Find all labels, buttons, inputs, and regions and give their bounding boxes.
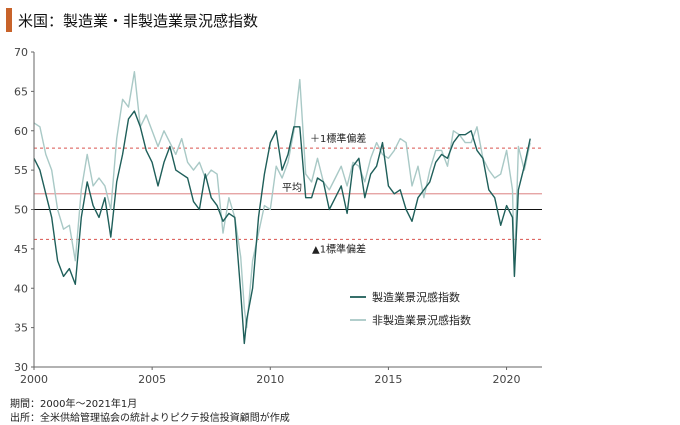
legend-label: 製造業景況感指数 bbox=[372, 290, 460, 304]
series-lines bbox=[33, 71, 531, 345]
y-tick-label: 60 bbox=[14, 125, 28, 138]
footnote-source: 出所：全米供給管理協会の統計よりピクテ投信投資顧問が作成 bbox=[10, 413, 290, 424]
y-tick-label: 55 bbox=[14, 164, 28, 177]
y-tick-label: 65 bbox=[14, 85, 28, 98]
y-tick-label: 35 bbox=[14, 322, 28, 335]
x-tick-label: 2020 bbox=[493, 373, 521, 386]
y-tick-label: 45 bbox=[14, 243, 28, 256]
x-tick-label: 2015 bbox=[374, 373, 402, 386]
axes: 30 35 40 45 50 55 60 65 70 2000 2005 2010 2015 2020 bbox=[14, 46, 542, 386]
legend-label: 非製造業景況感指数 bbox=[372, 313, 471, 327]
x-tick-label: 2010 bbox=[256, 373, 284, 386]
reference-line-label: 平均 bbox=[282, 182, 302, 194]
y-tick-label: 40 bbox=[14, 282, 28, 295]
chart-title-bar: 米国：製造業・非製造業景況感指数 bbox=[6, 8, 258, 32]
x-tick-label: 2005 bbox=[138, 373, 166, 386]
footnote-period: 期間：2000年～2021年1月 bbox=[10, 399, 138, 410]
reference-line-label: ＋1標準偏差 bbox=[310, 132, 366, 145]
y-tick-label: 50 bbox=[14, 204, 28, 217]
series-line bbox=[33, 71, 531, 329]
series-line bbox=[33, 110, 531, 345]
reference-line-label: ▲1標準偏差 bbox=[312, 242, 366, 255]
x-tick-label: 2000 bbox=[20, 373, 48, 386]
y-tick-label: 30 bbox=[14, 361, 28, 374]
y-tick-label: 70 bbox=[14, 46, 28, 59]
title-accent-bar bbox=[6, 8, 12, 32]
chart-title: 米国：製造業・非製造業景況感指数 bbox=[18, 11, 259, 30]
